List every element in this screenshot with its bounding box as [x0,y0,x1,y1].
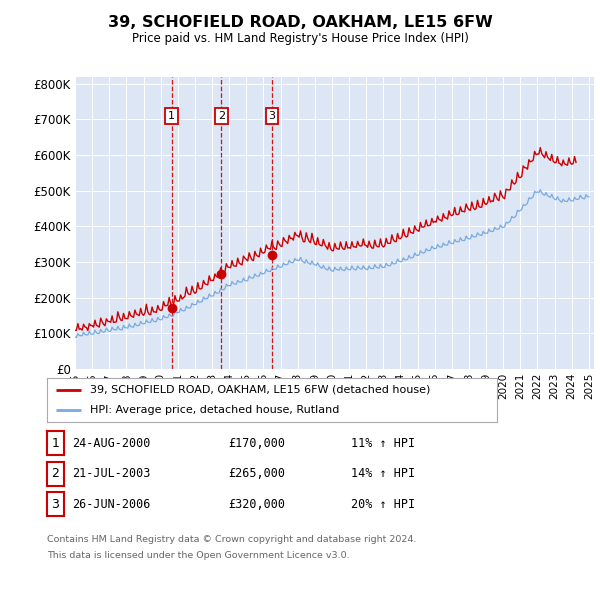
Text: 3: 3 [51,498,59,511]
Text: 26-JUN-2006: 26-JUN-2006 [73,498,151,511]
Text: 21-JUL-2003: 21-JUL-2003 [73,467,151,480]
Text: 39, SCHOFIELD ROAD, OAKHAM, LE15 6FW (detached house): 39, SCHOFIELD ROAD, OAKHAM, LE15 6FW (de… [89,385,430,395]
Text: 1: 1 [168,111,175,121]
Text: £320,000: £320,000 [228,498,285,511]
Text: This data is licensed under the Open Government Licence v3.0.: This data is licensed under the Open Gov… [47,551,349,560]
Text: 3: 3 [268,111,275,121]
Text: 39, SCHOFIELD ROAD, OAKHAM, LE15 6FW: 39, SCHOFIELD ROAD, OAKHAM, LE15 6FW [107,15,493,30]
Text: 1: 1 [51,437,59,450]
Text: 24-AUG-2000: 24-AUG-2000 [73,437,151,450]
Text: £170,000: £170,000 [228,437,285,450]
Text: HPI: Average price, detached house, Rutland: HPI: Average price, detached house, Rutl… [89,405,339,415]
Text: £265,000: £265,000 [228,467,285,480]
Text: 2: 2 [51,467,59,480]
Text: 20% ↑ HPI: 20% ↑ HPI [351,498,415,511]
Text: Contains HM Land Registry data © Crown copyright and database right 2024.: Contains HM Land Registry data © Crown c… [47,535,416,543]
Text: 11% ↑ HPI: 11% ↑ HPI [351,437,415,450]
Text: Price paid vs. HM Land Registry's House Price Index (HPI): Price paid vs. HM Land Registry's House … [131,32,469,45]
Text: 2: 2 [218,111,225,121]
Text: 14% ↑ HPI: 14% ↑ HPI [351,467,415,480]
